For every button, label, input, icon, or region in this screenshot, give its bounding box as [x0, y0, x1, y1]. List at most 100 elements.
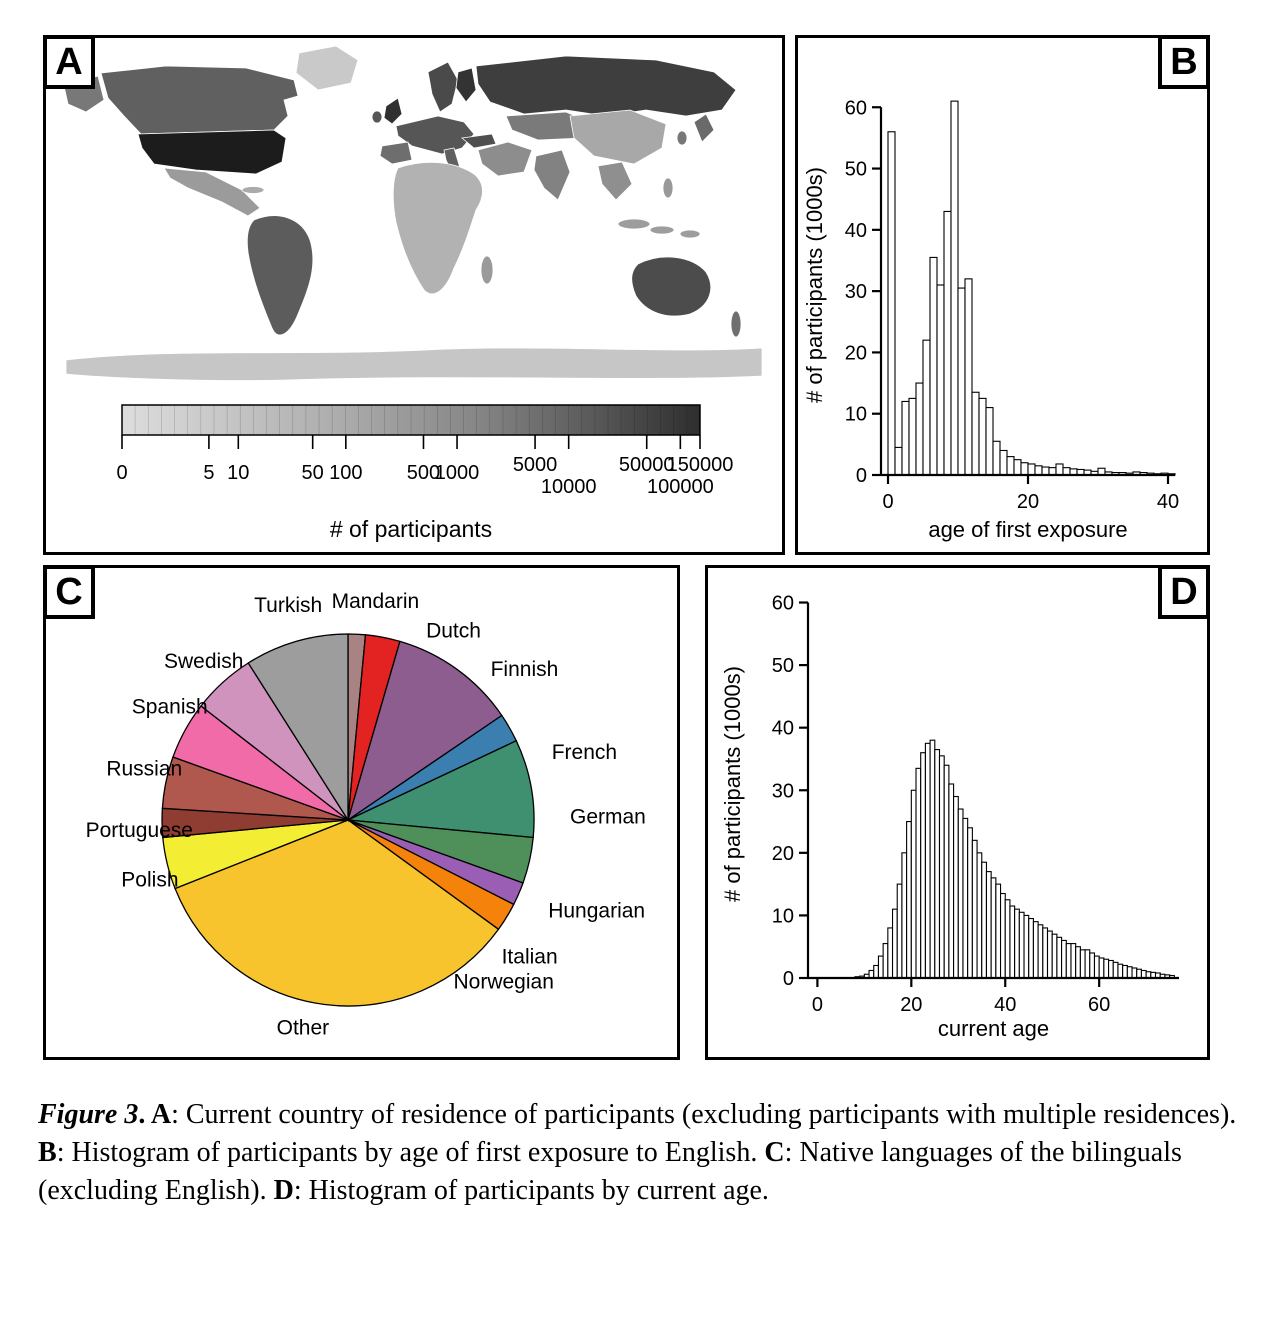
legend-tick-label: 500 [407, 462, 440, 484]
panel-a-letter: A [55, 40, 83, 83]
map-region-south-america [246, 215, 314, 336]
figure-caption: Figure 3. A: Current country of residenc… [38, 1096, 1250, 1210]
y-tick-label: 40 [772, 718, 794, 740]
panel-a-map: A [43, 35, 785, 555]
y-tick-label: 50 [772, 655, 794, 677]
hist-bar [1037, 924, 1044, 979]
hist-bar [896, 883, 903, 979]
hist-bar [1140, 969, 1147, 979]
map-region-australia [631, 256, 712, 317]
hist-bar [943, 764, 950, 979]
legend-tick-label: 150000 [667, 454, 734, 476]
pie-label-swedish: Swedish [164, 650, 243, 673]
hist-bar [887, 131, 896, 476]
hist-bar [1014, 908, 1020, 979]
histogram-current-age: 0 10 20 30 40 50 60 0 20 40 60 current age # of part… [720, 593, 1179, 1041]
hist-bar [971, 391, 980, 476]
legend-gradient-bar [121, 404, 701, 436]
world-map [63, 45, 763, 381]
caption-segment: C [764, 1137, 785, 1169]
map-region-philippines [662, 177, 674, 199]
hist-bar [971, 839, 978, 979]
map-region-mexico [163, 167, 261, 217]
hist-bar [1103, 958, 1110, 979]
y-tick-label: 60 [845, 97, 867, 119]
hist-bar [985, 871, 992, 979]
hist-bar [1122, 964, 1128, 979]
caption-segment: A [150, 1099, 172, 1130]
hist-bar [1034, 465, 1043, 476]
y-tick-label: 20 [772, 843, 794, 865]
caption-segment: : Native languages of the bilinguals (ex… [38, 1137, 1182, 1207]
pie-label-french: French [552, 741, 617, 764]
hist-bar [1018, 911, 1025, 979]
pie-label-italian: Italian [502, 945, 558, 968]
legend-tick-label: 100 [329, 462, 362, 484]
hist-bar [1013, 459, 1022, 476]
hist-bar [1117, 963, 1124, 979]
hist-bar [1027, 463, 1036, 476]
y-tick-label: 40 [845, 220, 867, 242]
panel-b-label-box: B [1158, 35, 1210, 89]
x-axis-label: current age [938, 1016, 1049, 1041]
pie-label-german: German [570, 806, 646, 829]
legend-title: # of participants [330, 516, 492, 542]
x-tick-label: 40 [1157, 491, 1179, 513]
hist-bar [978, 397, 987, 476]
hist-bar [1126, 966, 1133, 979]
hist-bar [873, 964, 879, 979]
pie-label-polish: Polish [121, 869, 178, 892]
hist-bar [910, 789, 917, 979]
hist-bar [962, 817, 969, 979]
map-region-china [569, 109, 667, 165]
hist-bar [995, 883, 1002, 979]
map-region-canada [100, 65, 299, 135]
map-region-caribbean [241, 186, 265, 194]
caption-segment: D [273, 1175, 294, 1207]
hist-bar [957, 287, 966, 476]
hist-bar [920, 752, 926, 979]
panel-d-letter: D [1170, 570, 1198, 613]
legend-tick-label: 50 [302, 462, 324, 484]
map-region-greenland [295, 45, 359, 91]
hist-bar [985, 407, 994, 476]
y-tick-label: 10 [845, 404, 867, 426]
pie-slice-german [345, 739, 535, 839]
caption-segment: . [138, 1099, 151, 1130]
hist-bar [957, 808, 964, 979]
panel-d-label-box: D [1158, 565, 1210, 619]
legend-tick-label: 1000 [435, 462, 480, 484]
hist-bar [999, 449, 1008, 476]
hist-bar [868, 969, 875, 979]
legend-tick-label: 100000 [647, 476, 714, 498]
map-region-se-asia [597, 161, 633, 201]
map-region-madagascar [480, 255, 494, 285]
hist-bar [915, 382, 924, 476]
map-region-ireland [371, 110, 383, 124]
map-region-russia [475, 55, 737, 117]
hist-bar [1131, 967, 1138, 979]
x-tick-label: 0 [882, 491, 893, 513]
hist-bar [1006, 456, 1015, 476]
panel-a-label-box: A [43, 35, 95, 89]
hist-bar [1108, 959, 1114, 979]
hist-bar [953, 795, 959, 979]
pie-label-mandarin: Mandarin [332, 590, 420, 613]
hist-bar [1061, 939, 1067, 979]
hist-bar [1093, 955, 1100, 979]
hist-bar [922, 339, 931, 476]
caption-segment: : Histogram of participants by current a… [293, 1175, 769, 1207]
map-region-iberia [379, 141, 413, 165]
hist-bar [891, 908, 898, 979]
hist-bar [929, 256, 938, 476]
map-region-india [533, 149, 571, 201]
hist-bar [1065, 943, 1072, 979]
hist-bar [981, 861, 988, 979]
hist-bar [1062, 467, 1071, 476]
pie-label-other: Other [277, 1016, 330, 1039]
caption-segment: : Current country of residence of partic… [171, 1099, 1237, 1130]
x-tick-label: 0 [812, 994, 823, 1016]
hist-bar [906, 821, 912, 979]
